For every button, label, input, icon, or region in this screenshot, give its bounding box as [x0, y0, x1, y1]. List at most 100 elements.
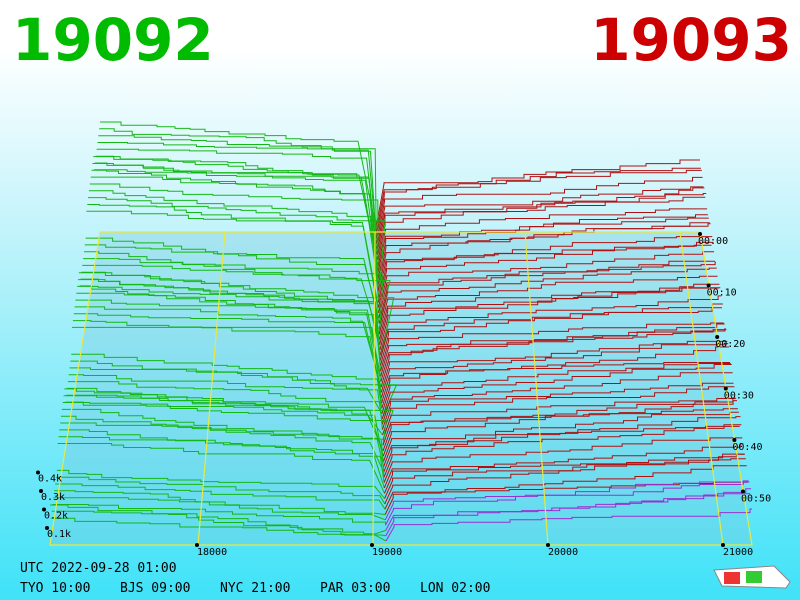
bid-depth-line	[78, 272, 395, 361]
ask-depth-line	[378, 275, 718, 335]
time-tick	[706, 283, 711, 288]
bid-depth-line	[61, 415, 385, 473]
bid-depth-line	[53, 497, 386, 521]
ask-depth-line	[378, 260, 715, 319]
bid-depth-line	[76, 292, 382, 377]
bid-depth-line	[97, 142, 377, 244]
ask-depth-line	[376, 208, 708, 271]
bid-depth-line	[69, 367, 398, 420]
time-tick	[732, 438, 737, 442]
bid-depth-line	[90, 176, 379, 287]
bid-depth-line	[68, 374, 383, 425]
time-label: 00:10	[707, 288, 737, 299]
bid-depth-line	[99, 128, 377, 234]
bid-depth-line	[52, 504, 386, 526]
ask-depth-line	[377, 214, 708, 276]
bid-depth-line	[78, 279, 381, 366]
ask-depth-line	[377, 223, 711, 292]
depth-lines	[50, 121, 752, 542]
time-tick	[741, 489, 745, 494]
ask-depth-line	[383, 416, 741, 473]
ask-depth-line	[384, 453, 745, 499]
ask-depth-line	[379, 295, 722, 356]
ask-depth-line	[384, 480, 748, 515]
zone-time: LON 02:00	[420, 581, 490, 596]
depth-tick	[45, 526, 49, 530]
time-label: 00:00	[698, 236, 728, 247]
price-label: 19000	[372, 547, 402, 558]
depth-label: 0.3k	[41, 492, 65, 503]
bid-depth-line	[83, 258, 384, 335]
ask-depth-line	[383, 443, 744, 489]
ask-depth-line	[380, 343, 729, 398]
price-tick	[370, 543, 374, 547]
ask-depth-line	[381, 346, 730, 404]
bid-depth-line	[74, 306, 382, 388]
bid-depth-line	[58, 436, 385, 489]
depth-label: 0.1k	[47, 529, 71, 540]
ask-depth-line	[376, 196, 706, 260]
bid-depth-line	[94, 169, 378, 266]
bid-depth-line	[51, 510, 386, 535]
bid-depth-line	[92, 163, 378, 276]
bid-depth-line	[89, 190, 379, 298]
ask-depth-line	[378, 251, 715, 314]
utc-time: UTC 2022-09-28 01:00	[20, 561, 177, 576]
ask-depth-line	[384, 458, 746, 505]
bid-depth-line	[96, 148, 378, 250]
bid-depth-line	[82, 264, 381, 340]
bid-depth-line	[88, 197, 386, 303]
bid-depth-line	[87, 204, 379, 308]
ask-depth-line	[376, 176, 703, 244]
ask-depth-line	[378, 261, 716, 324]
bid-depth-line	[100, 121, 377, 229]
ask-depth-line	[376, 186, 704, 250]
bid-depth-line	[64, 388, 384, 451]
ask-depth-line	[383, 424, 742, 478]
ask-depth-line	[378, 267, 717, 329]
3d-glasses-icon	[713, 565, 791, 589]
bid-depth-line	[70, 360, 383, 414]
ask-depth-line	[381, 364, 732, 420]
bid-depth-line	[89, 183, 379, 292]
ask-depth-line	[383, 437, 743, 483]
bid-depth-line	[54, 490, 386, 515]
ask-depth-line	[382, 398, 736, 441]
price-tick	[721, 543, 725, 547]
bid-depth-line	[98, 135, 377, 239]
ask-depth-line	[381, 372, 733, 425]
bid-depth-line	[59, 429, 385, 483]
ask-price: 19093	[590, 6, 792, 74]
price-label: 20000	[548, 547, 578, 558]
ask-depth-line	[375, 167, 701, 234]
depth-label: 0.2k	[44, 511, 68, 522]
time-tick	[715, 335, 720, 339]
time-label: 00:40	[732, 442, 762, 453]
bid-depth-line	[60, 422, 385, 478]
price-label: 18000	[197, 547, 227, 558]
zone-time: NYC 21:00	[220, 581, 290, 596]
depth-tick	[39, 489, 43, 493]
bid-depth-line	[63, 395, 384, 457]
ask-depth-line	[380, 340, 728, 393]
ask-depth-line	[379, 287, 721, 351]
price-tick	[195, 543, 199, 547]
bid-depth-line	[62, 402, 384, 462]
ask-depth-line	[381, 362, 730, 409]
depth-tick	[36, 470, 40, 475]
time-label: 00:20	[715, 339, 745, 350]
bid-depth-line	[71, 353, 383, 409]
ask-depth-line	[377, 217, 709, 282]
zone-time: TYO 10:00	[20, 581, 90, 596]
bid-depth-line	[50, 504, 387, 542]
bid-depth-line	[55, 483, 386, 510]
bid-depth-line	[57, 443, 385, 494]
ask-depth-line	[382, 400, 737, 451]
bid-depth-line	[75, 299, 382, 382]
bid-depth-line	[84, 244, 380, 324]
ask-depth-line	[379, 303, 723, 367]
ask-depth-line	[383, 411, 739, 462]
ask-depth-line	[377, 236, 713, 303]
bid-depth-line	[56, 469, 385, 499]
